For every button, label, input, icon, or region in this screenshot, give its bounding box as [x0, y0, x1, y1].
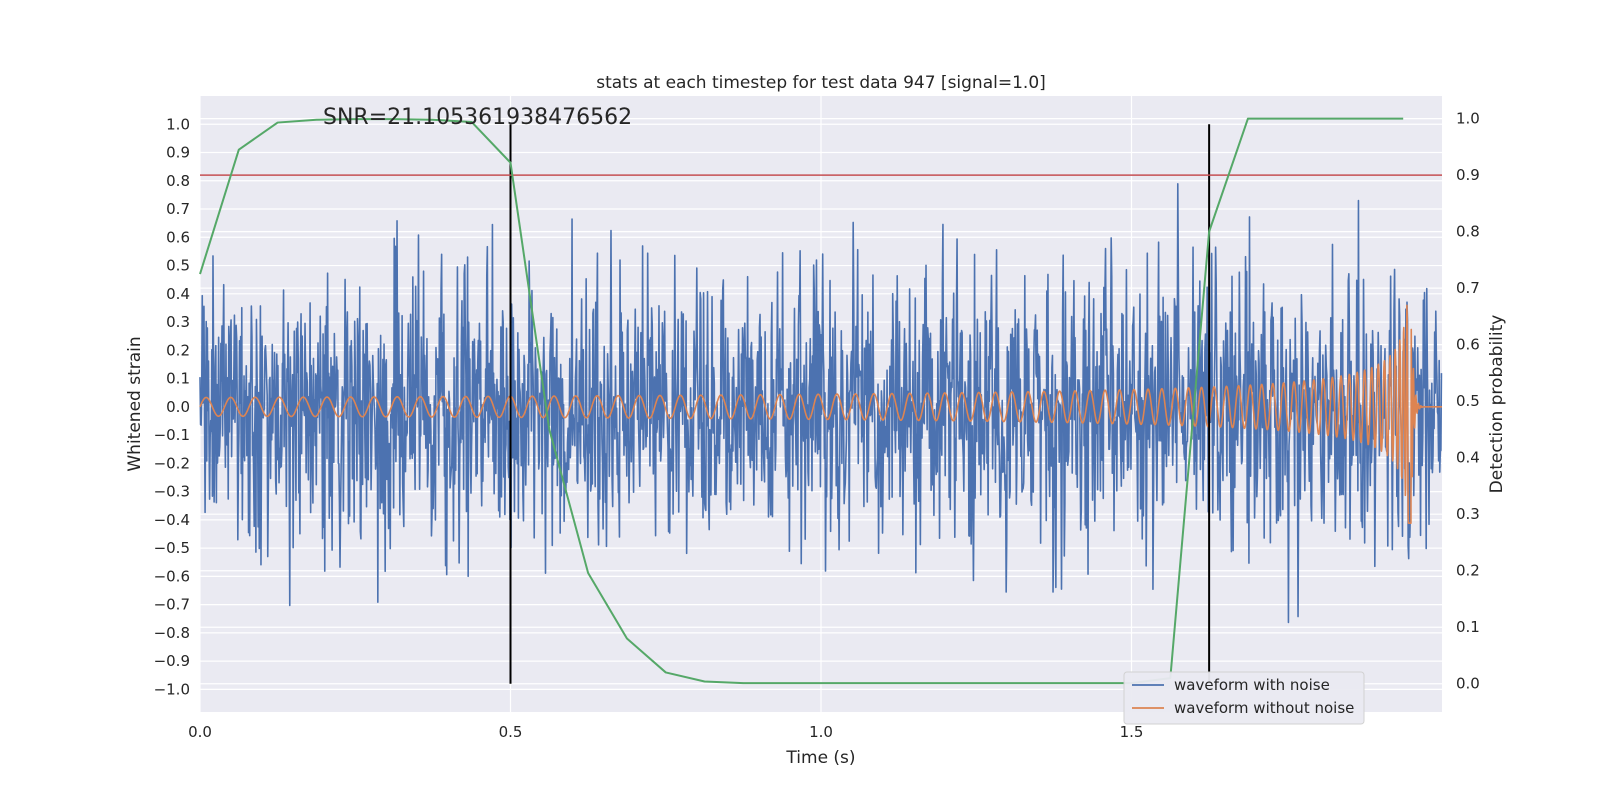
y-tick-label: 0.0 [166, 398, 190, 416]
y-tick-label: 0.9 [166, 144, 190, 162]
y-tick-label: 0.5 [166, 257, 190, 275]
y-right-tick-label: 0.5 [1456, 392, 1480, 410]
tick-labels: 0.0 0.5 1.0 1.5 1.0 0.9 0.8 0.7 0.6 0.5 0.4 0.3 0.2 0… [154, 110, 1480, 741]
y-tick-label: 0.1 [166, 370, 190, 388]
legend-label-clean: waveform without noise [1174, 699, 1354, 717]
y-right-tick-label: 0.0 [1456, 675, 1480, 693]
waveform-without-noise-line [199, 304, 1443, 524]
y-axis-label: Whitened strain [125, 336, 145, 471]
x-tick-label: 1.0 [809, 723, 833, 741]
legend: waveform with noise waveform without noi… [1123, 671, 1365, 725]
y-tick-label: −0.7 [154, 596, 190, 614]
y-tick-label: 0.7 [166, 200, 190, 218]
x-tick-label: 0.5 [499, 723, 523, 741]
y-tick-label: −1.0 [154, 680, 190, 698]
y-right-tick-label: 0.3 [1456, 505, 1480, 523]
snr-annotation: SNR=21.105361938476562 [323, 105, 632, 130]
y-tick-label: −0.1 [154, 426, 190, 444]
y-tick-label: 1.0 [166, 115, 190, 133]
y-tick-label: 0.8 [166, 172, 190, 190]
y-tick-label: −0.3 [154, 483, 190, 501]
detection-probability-line [199, 117, 1404, 685]
y-tick-label: −0.8 [154, 624, 190, 642]
y-tick-label: −0.9 [154, 652, 190, 670]
y-right-tick-label: 0.9 [1456, 166, 1480, 184]
y-right-tick-label: 1.0 [1456, 110, 1480, 128]
y-tick-label: 0.3 [166, 313, 190, 331]
y-right-tick-label: 0.4 [1456, 449, 1480, 467]
y-right-tick-label: 0.8 [1456, 223, 1480, 241]
y-tick-label: 0.6 [166, 228, 190, 246]
y-tick-label: 0.4 [166, 285, 190, 303]
legend-box [1123, 671, 1365, 725]
y-right-tick-label: 0.6 [1456, 336, 1480, 354]
y-tick-label: −0.6 [154, 567, 190, 585]
y-right-tick-label: 0.2 [1456, 562, 1480, 580]
x-tick-label: 0.0 [188, 723, 212, 741]
chart-title: stats at each timestep for test data 947… [596, 73, 1046, 93]
y-tick-label: −0.2 [154, 454, 190, 472]
y-tick-label: 0.2 [166, 341, 190, 359]
y-tick-label: −0.4 [154, 511, 190, 529]
y-right-tick-label: 0.1 [1456, 618, 1480, 636]
y-tick-label: −0.5 [154, 539, 190, 557]
y-axis-right-label: Detection probability [1487, 315, 1507, 494]
x-axis-label: Time (s) [785, 748, 855, 768]
y-right-tick-label: 0.7 [1456, 279, 1480, 297]
legend-label-noisy: waveform with noise [1174, 676, 1330, 694]
plot-lines [199, 117, 1443, 685]
x-tick-label: 1.5 [1120, 723, 1144, 741]
